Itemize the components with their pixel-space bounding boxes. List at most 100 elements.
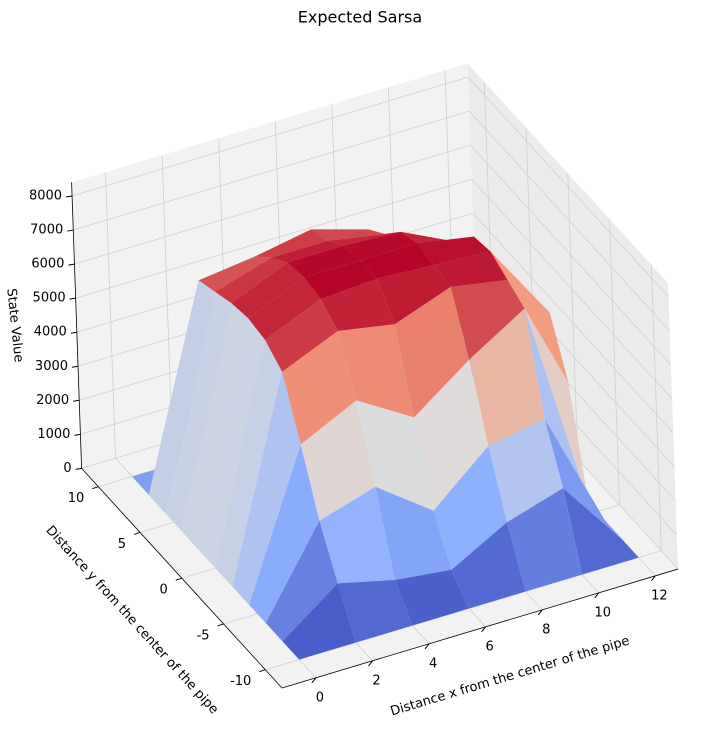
z-tick-label: 6000 (31, 257, 64, 272)
z-tick-label: 3000 (35, 359, 68, 374)
x-tick (594, 592, 600, 599)
surface-patch (488, 418, 564, 523)
x-tick-label: 4 (429, 656, 437, 671)
y-tick (217, 623, 224, 627)
y-tick (259, 669, 266, 673)
z-tick (73, 399, 80, 402)
grid-line (73, 110, 470, 231)
surface-patch (327, 231, 401, 246)
surface-patch (375, 486, 452, 580)
surface-patch (264, 299, 338, 372)
x-tick-label: 0 (316, 690, 324, 705)
surface-patch (433, 445, 508, 570)
surface-patch (337, 579, 413, 643)
z-tick (74, 433, 81, 436)
surface-patch (319, 486, 395, 584)
surface-patch (394, 569, 469, 626)
y-tick (133, 531, 141, 535)
surface-patch (199, 318, 265, 569)
surface-patch (182, 303, 249, 550)
surface-patch (414, 359, 489, 511)
surface-patch (394, 286, 470, 418)
surface-patch (320, 278, 395, 332)
z-tick (69, 297, 76, 300)
z-tick (68, 263, 75, 266)
surface-patch (265, 520, 338, 642)
grid-line (71, 76, 469, 197)
z-tick (67, 229, 74, 232)
z-tick (70, 331, 77, 334)
x-tick (650, 575, 656, 582)
surface-patch (563, 488, 639, 575)
z-tick (71, 365, 79, 368)
surface-patch (215, 257, 288, 304)
x-axis-label: Distance x from the center of the pipe (389, 634, 632, 720)
surface-patch (343, 231, 417, 261)
surface-patch (282, 331, 357, 445)
surface-patch (271, 240, 344, 263)
grid-line (74, 144, 471, 265)
x-tick-label: 6 (486, 639, 494, 654)
surface-patch (300, 400, 376, 521)
y-tick (175, 577, 182, 581)
surface-patch (311, 229, 385, 241)
x-tick (311, 677, 317, 684)
surface-patch (377, 265, 451, 325)
y-tick (92, 486, 99, 490)
surface-patch (249, 444, 320, 623)
surface-patch (337, 324, 415, 418)
grid-line (75, 178, 472, 299)
surface-patch (198, 256, 272, 292)
z-tick-label: 4000 (34, 325, 67, 340)
x-tick-label: 8 (542, 622, 550, 637)
surface-patch (356, 400, 434, 511)
surface-patch (254, 229, 328, 258)
z-tick (65, 195, 73, 198)
z-axis-label: State Value (3, 288, 26, 363)
grid-line (467, 76, 669, 297)
surface-patch (215, 339, 283, 587)
surface-patch (433, 251, 508, 287)
chart-title: Expected Sarsa (298, 8, 422, 27)
surface-patch (303, 260, 378, 300)
surface-patch (165, 291, 232, 532)
z-tick-label: 2000 (36, 393, 69, 408)
y-tick-label: -10 (230, 674, 251, 689)
grid-line (471, 178, 673, 400)
z-tick-label: 5000 (33, 291, 66, 306)
x-tick (368, 660, 373, 667)
x-tick-label: 12 (651, 588, 668, 603)
surface-patch (282, 583, 356, 660)
grid-line (470, 144, 672, 366)
axis-line (281, 568, 679, 689)
grid-line (468, 110, 670, 331)
x-tick (481, 626, 487, 633)
x-tick (537, 609, 543, 616)
y-tick-label: 0 (160, 583, 168, 598)
surface-patch (232, 371, 301, 605)
surface-patch (148, 280, 216, 514)
grid-line (472, 212, 674, 434)
z-tick-label: 0 (63, 461, 71, 476)
surface-patch (248, 277, 321, 340)
z-tick-label: 7000 (30, 223, 63, 238)
y-tick-label: 10 (68, 491, 85, 506)
surface-patch (231, 262, 304, 319)
surface-patch (507, 488, 583, 592)
z-tick-label: 1000 (37, 427, 70, 442)
x-tick (424, 643, 430, 650)
y-tick-label: 5 (118, 537, 126, 552)
z-tick-label: 8000 (29, 189, 62, 204)
surface-patch (287, 245, 361, 278)
x-tick-label: 10 (595, 605, 612, 620)
x-tick-label: 2 (372, 673, 380, 688)
surface-patch (360, 243, 434, 279)
surface-patch (416, 236, 491, 266)
z-tick (75, 467, 82, 470)
surface-patch (451, 522, 526, 609)
surface-patch (469, 308, 545, 446)
surface-patch (450, 280, 525, 360)
y-tick-label: -5 (197, 628, 210, 643)
